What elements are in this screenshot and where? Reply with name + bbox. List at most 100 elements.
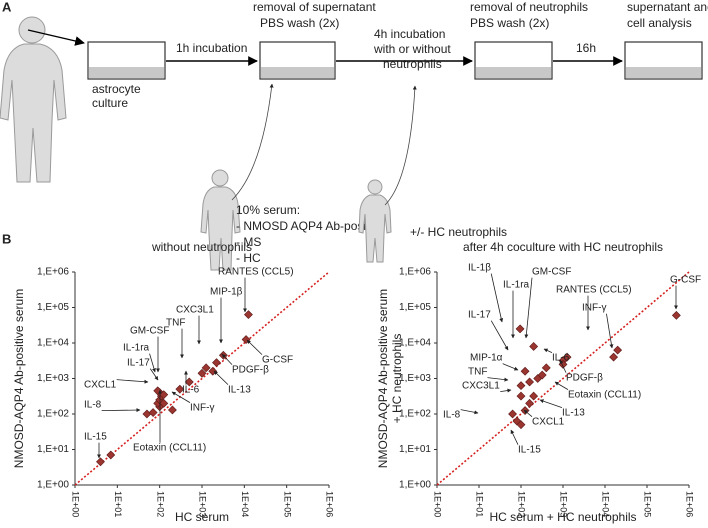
annotation: IL-17	[127, 358, 150, 369]
point	[96, 457, 105, 467]
point	[244, 310, 253, 320]
x-tick-label: 1E+04	[601, 491, 611, 517]
x-tick-label: 1E+02	[155, 491, 165, 517]
y-tick-label: 1,E+01	[399, 444, 431, 455]
point	[148, 408, 158, 417]
panel-label: A	[2, 0, 12, 14]
point	[159, 398, 169, 408]
point	[541, 363, 551, 373]
label: cell analysis	[627, 16, 692, 30]
annotation: IL-1ra	[123, 343, 150, 354]
x-tick-label: 1E+03	[198, 491, 208, 517]
annotation: GM-CSF	[130, 326, 169, 337]
y-tick-label: 1,E+02	[37, 409, 69, 420]
label: PBS wash (2x)	[470, 16, 549, 30]
annotation: IL-8	[443, 410, 461, 421]
annotation-arrow	[221, 353, 233, 365]
label: - HC	[236, 251, 261, 265]
annotation-arrow	[487, 377, 509, 382]
panel-label: B	[2, 231, 11, 246]
dish	[624, 41, 703, 80]
arrow	[231, 83, 274, 201]
label: - NMOSD AQP4 Ab-positive	[236, 219, 385, 233]
identity-line	[436, 271, 690, 486]
annotation: Eotaxin (CCL11)	[133, 443, 206, 454]
annotation: IL-13	[562, 408, 585, 419]
x-axis-label: HC serum	[175, 510, 229, 524]
human-figure	[0, 16, 67, 183]
label: removal of neutrophils	[470, 0, 588, 14]
point	[515, 324, 525, 334]
label: PBS wash (2x)	[260, 16, 339, 30]
x-tick-label: 1E+01	[113, 491, 123, 517]
label: astrocyte	[92, 82, 141, 96]
annotation-arrow	[460, 409, 479, 415]
annotation-arrow	[246, 339, 263, 355]
annotation: IL-15	[84, 432, 107, 443]
annotation-arrow	[539, 399, 563, 409]
point	[671, 310, 681, 320]
annotation-arrow	[543, 348, 553, 354]
dish	[259, 41, 336, 80]
point	[516, 420, 526, 430]
x-tick-label: 1E+06	[325, 491, 335, 517]
y-tick-label: 1,E+04	[399, 338, 431, 349]
annotation: PDGF-β	[566, 373, 603, 384]
annotation: IL-1β	[468, 263, 491, 274]
annotation-arrow	[213, 370, 229, 385]
point	[516, 391, 526, 401]
annotation-arrow	[524, 277, 533, 339]
annotation: IL-1ra	[503, 280, 530, 291]
x-tick-label: 1E+05	[643, 491, 653, 517]
point	[525, 377, 534, 387]
label: supernatant and	[627, 0, 708, 14]
chart-title: without neutrophils	[151, 240, 252, 254]
point	[537, 370, 547, 380]
annotation: CXC3L1	[462, 381, 500, 392]
annotation: CXC3L1	[176, 305, 214, 316]
y-tick-label: 1,E+04	[37, 338, 69, 349]
point	[520, 366, 530, 376]
y-tick-label: 1,E+00	[37, 480, 69, 491]
point	[529, 342, 539, 351]
y-axis-label: NMOSD-AQP4 Ab-positive serum	[376, 289, 390, 468]
point	[175, 384, 185, 394]
annotation-arrow	[490, 273, 504, 323]
y-tick-label: 1,E+02	[399, 409, 431, 420]
annotation-arrow	[510, 429, 519, 445]
y-tick-label: 1,E+05	[399, 302, 431, 313]
y-tick-label: 1,E+05	[37, 302, 69, 313]
label: 16h	[576, 41, 596, 55]
x-tick-label: 1E+04	[240, 491, 250, 517]
point	[208, 366, 218, 376]
annotation-arrow	[606, 313, 614, 349]
annotation: IL-6	[552, 353, 570, 364]
label: 10% serum:	[236, 203, 300, 217]
human-figure	[200, 169, 241, 271]
chart-title: after 4h coculture with HC neutrophils	[463, 240, 663, 254]
annotation-arrow	[490, 320, 509, 351]
annotation-arrow	[149, 353, 156, 373]
point	[106, 450, 116, 460]
annotation: Eotaxin (CCL11)	[568, 390, 641, 401]
annotation-arrow	[554, 381, 569, 390]
y-tick-label: 1,E+00	[399, 480, 431, 491]
annotation: MIP-1α	[470, 353, 503, 364]
point	[197, 368, 207, 378]
point	[184, 377, 194, 387]
annotation: CXCL1	[84, 380, 117, 391]
annotation-arrow	[116, 379, 149, 384]
label: culture	[92, 96, 128, 110]
y-axis-label: + HC neutrophils	[390, 334, 404, 424]
point	[613, 345, 623, 355]
annotation: TNF	[166, 318, 185, 329]
annotation: PDGF-β	[232, 365, 269, 376]
x-axis-label: HC serum + HC neutrophils	[489, 510, 636, 524]
y-tick-label: 1,E+01	[37, 444, 69, 455]
annotation: INF-γ	[582, 303, 606, 314]
label: 1h incubation	[176, 41, 247, 55]
annotation: G-CSF	[262, 355, 293, 366]
x-tick-label: 1E+01	[475, 491, 485, 517]
label: removal of supernatant	[253, 0, 376, 14]
